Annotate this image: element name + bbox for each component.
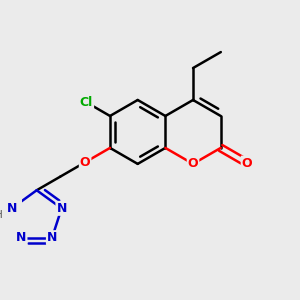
Text: N: N	[7, 202, 17, 215]
Text: O: O	[242, 157, 252, 169]
Text: O: O	[188, 158, 198, 170]
Text: N: N	[16, 231, 26, 244]
Text: N: N	[56, 202, 67, 215]
Text: Cl: Cl	[80, 96, 93, 109]
Text: O: O	[80, 156, 90, 169]
Text: N: N	[47, 231, 57, 244]
Text: H: H	[0, 210, 3, 220]
